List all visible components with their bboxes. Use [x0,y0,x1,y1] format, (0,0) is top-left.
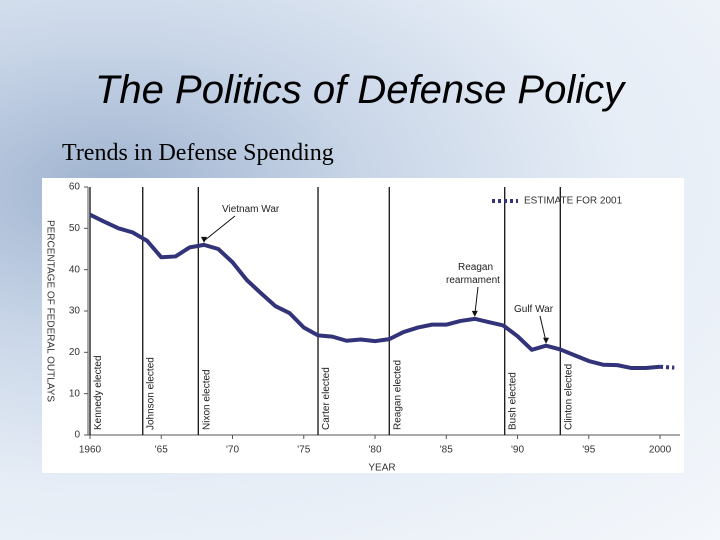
x-tick-label: '70 [226,445,239,456]
annotation: rearmament [446,275,500,286]
annotation-arrow [539,315,547,342]
y-tick-label: 60 [69,182,81,193]
y-tick-label: 10 [69,388,81,399]
annotation-arrow [203,215,236,242]
y-tick-label: 20 [69,347,81,358]
annotation-arrow [474,286,479,315]
annotation: Reagan [458,262,493,273]
chart-background [42,178,684,473]
series-line [659,364,675,370]
event-label: Bush elected [508,372,519,430]
x-tick-label: '90 [511,445,524,456]
slide-title: The Politics of Defense Policy [95,68,625,112]
series-line [89,212,661,371]
y-tick-label: 40 [69,264,81,275]
annotation: Vietnam War [222,204,280,215]
legend-label: ESTIMATE FOR 2001 [524,196,623,207]
x-tick-label: '95 [582,445,595,456]
event-label: Carter elected [321,367,332,430]
y-tick-label: 0 [74,430,80,441]
annotation-arrowhead [471,310,478,317]
annotation-arrowhead [543,337,550,344]
event-label: Nixon elected [201,369,212,430]
event-label: Kennedy elected [93,355,104,430]
x-tick-label: '80 [369,445,382,456]
event-label: Johnson elected [146,357,157,430]
annotation-arrowhead [201,236,208,243]
y-tick-label: 30 [69,306,81,317]
x-tick-label: '75 [297,445,310,456]
y-tick-label: 50 [69,223,81,234]
event-label: Reagan elected [392,360,403,430]
y-axis-label: PERCENTAGE OF FEDERAL OUTLAYS [44,220,55,402]
slide-subtitle: Trends in Defense Spending [62,140,334,166]
x-tick-label: 2000 [649,445,672,456]
annotation: Gulf War [514,304,554,315]
x-axis-label: YEAR [368,463,395,474]
x-tick-label: '85 [440,445,453,456]
x-tick-label: 1960 [79,445,102,456]
event-label: Clinton elected [563,364,574,430]
x-tick-label: '65 [155,445,168,456]
